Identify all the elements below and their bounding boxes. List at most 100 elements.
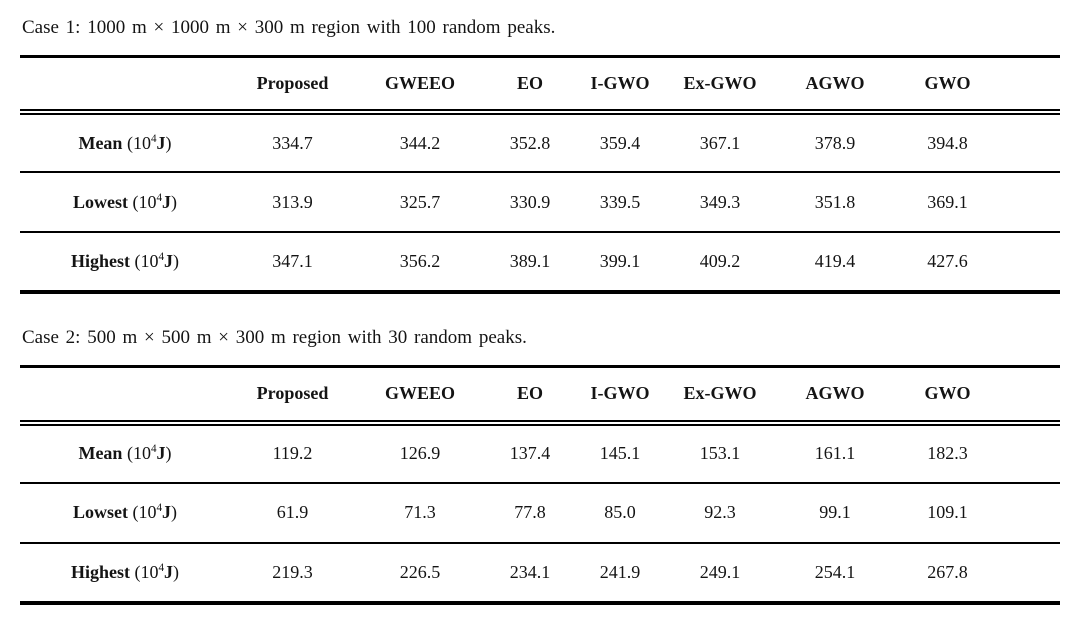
- cell-value: 427.6: [927, 251, 968, 272]
- row-label: Highest (104J): [20, 232, 230, 292]
- cell-value: 344.2: [399, 132, 441, 153]
- row-label-unit-suffix: ): [165, 132, 172, 153]
- cell-value: 389.1: [509, 251, 551, 272]
- row-label-unit-suffix: ): [171, 191, 178, 212]
- cell-value: 161.1: [814, 443, 856, 463]
- cell-value: 85.0: [604, 502, 636, 522]
- row-label-unit-exponent: 4: [150, 132, 157, 145]
- row-label-unit-exponent: 4: [156, 191, 163, 204]
- row-label-unit-prefix: (10: [122, 132, 151, 153]
- table-caption: Case 2: 500 m × 500 m × 300 m region wit…: [22, 327, 527, 349]
- row-label-name: Mean: [78, 443, 123, 463]
- cell-value: 182.3: [927, 443, 968, 463]
- cell-value: 359.4: [599, 132, 641, 153]
- cell-value: 249.1: [699, 561, 741, 582]
- cell-value: 71.3: [404, 502, 436, 522]
- row-label-unit-symbol: J: [162, 191, 172, 212]
- cell-value: 356.2: [399, 251, 441, 272]
- column-header: Ex-GWO: [683, 383, 757, 404]
- column-header: Proposed: [256, 383, 329, 404]
- row-label-unit-symbol: J: [164, 251, 174, 272]
- column-header: GWO: [924, 73, 971, 93]
- header-empty-cell: [20, 367, 230, 423]
- column-header: GWO: [924, 383, 971, 404]
- case2-table-section: Case 2: 500 m × 500 m × 300 m region wit…: [20, 326, 1060, 605]
- column-header: EO: [516, 73, 543, 93]
- row-label-unit-symbol: J: [164, 561, 174, 582]
- column-header: Ex-GWO: [683, 73, 757, 93]
- cell-value: 349.3: [699, 191, 741, 212]
- cell-value: 313.9: [272, 191, 313, 212]
- cell-value: 409.2: [699, 251, 741, 272]
- table-row-mean: Mean (104J) 119.2 126.9 137.4 145.1 153.…: [20, 423, 1060, 483]
- cell-value: 126.9: [399, 443, 441, 463]
- row-label-unit-exponent: 4: [158, 561, 165, 574]
- cell-value: 99.1: [819, 502, 851, 522]
- row-label: Lowset (104J): [20, 483, 230, 543]
- column-header: EO: [516, 383, 543, 404]
- row-label-unit-prefix: (10: [129, 251, 159, 272]
- row-label-unit-exponent: 4: [156, 502, 163, 514]
- cell-value: 394.8: [927, 132, 968, 153]
- cell-value: 153.1: [699, 443, 741, 463]
- column-header: I-GWO: [590, 73, 650, 93]
- row-label-unit-suffix: ): [173, 561, 180, 582]
- cell-value: 419.4: [814, 251, 856, 272]
- row-label-name: Lowest: [72, 191, 128, 212]
- row-label-unit-suffix: ): [165, 443, 172, 463]
- cell-value: 92.3: [704, 502, 736, 522]
- table-row-mean: Mean (104J) 334.7 344.2 352.8 359.4 367.…: [20, 112, 1060, 173]
- cell-value: 254.1: [814, 561, 856, 582]
- header-empty-cell: [20, 56, 230, 112]
- cell-value: 334.7: [272, 132, 313, 153]
- cell-value: 347.1: [272, 251, 313, 272]
- row-label-unit-symbol: J: [162, 502, 172, 522]
- row-label-unit-prefix: (10: [129, 561, 159, 582]
- cell-value: 234.1: [509, 561, 551, 582]
- cell-value: 339.5: [599, 191, 641, 212]
- cell-value: 378.9: [814, 132, 856, 153]
- row-label-unit-symbol: J: [156, 443, 166, 463]
- row-label: Highest (104J): [20, 543, 230, 603]
- column-header: AGWO: [805, 73, 865, 93]
- row-label-unit-prefix: (10: [127, 191, 157, 212]
- row-label-unit-prefix: (10: [127, 502, 157, 522]
- cell-value: 109.1: [927, 502, 968, 522]
- column-header: GWEEO: [384, 383, 455, 404]
- row-label-name: Highest: [70, 561, 130, 582]
- cell-value: 325.7: [399, 191, 441, 212]
- cell-value: 219.3: [272, 561, 313, 582]
- column-header: Proposed: [256, 73, 329, 93]
- results-table-case1: Proposed GWEEO EO I-GWO Ex-GWO AGWO GWO …: [20, 54, 1060, 295]
- cell-value: 367.1: [699, 132, 741, 153]
- table-row-highest: Highest (104J) 219.3 226.5 234.1 241.9 2…: [20, 543, 1060, 603]
- row-label-unit-suffix: ): [171, 502, 178, 522]
- cell-value: 267.8: [927, 561, 968, 582]
- row-label-unit-exponent: 4: [150, 443, 157, 455]
- column-header: AGWO: [805, 383, 865, 404]
- cell-value: 226.5: [399, 561, 441, 582]
- header-row: Proposed GWEEO EO I-GWO Ex-GWO AGWO GWO: [20, 367, 1060, 423]
- row-label-name: Lowset: [72, 502, 128, 522]
- results-table-case2: Proposed GWEEO EO I-GWO Ex-GWO AGWO GWO …: [20, 365, 1060, 605]
- cell-value: 369.1: [927, 191, 968, 212]
- cell-value: 330.9: [509, 191, 551, 212]
- row-label-unit-prefix: (10: [122, 443, 151, 463]
- cell-value: 77.8: [514, 502, 546, 522]
- cell-value: 145.1: [599, 443, 641, 463]
- cell-value: 137.4: [509, 443, 551, 463]
- row-label-unit-exponent: 4: [158, 251, 165, 264]
- row-label-unit-symbol: J: [156, 132, 166, 153]
- cell-value: 241.9: [599, 561, 641, 582]
- cell-value: 61.9: [276, 502, 309, 522]
- case1-table-section: Case 1: 1000 m × 1000 m × 300 m region w…: [20, 16, 1060, 295]
- table-caption: Case 1: 1000 m × 1000 m × 300 m region w…: [22, 17, 556, 38]
- table-row-lowset: Lowset (104J) 61.9 71.3 77.8 85.0 92.3 9…: [20, 483, 1060, 543]
- row-label-unit-suffix: ): [173, 251, 180, 272]
- column-header: I-GWO: [590, 383, 650, 404]
- header-row: Proposed GWEEO EO I-GWO Ex-GWO AGWO GWO: [20, 56, 1060, 113]
- cell-value: 399.1: [599, 251, 641, 272]
- row-label-name: Mean: [78, 132, 123, 153]
- row-label: Mean (104J): [20, 423, 230, 483]
